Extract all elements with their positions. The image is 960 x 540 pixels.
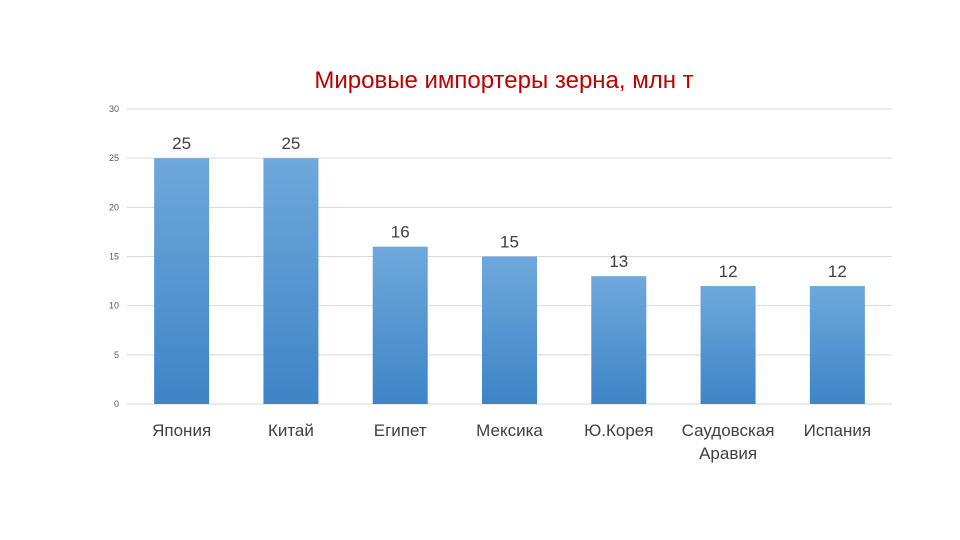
x-tick-label: Ю.Корея bbox=[584, 421, 653, 440]
y-tick-label: 5 bbox=[114, 350, 119, 360]
bar bbox=[591, 276, 647, 404]
y-tick-label: 0 bbox=[114, 399, 119, 409]
x-axis-ticks: Япония Китай Египет Мексика Ю.Корея Саудовска… bbox=[152, 421, 871, 463]
bar bbox=[372, 246, 428, 404]
bar bbox=[809, 286, 865, 404]
x-tick-label: Испания bbox=[804, 421, 871, 440]
x-tick-label-line: Испания bbox=[804, 421, 871, 440]
x-tick-label-line: Япония bbox=[152, 421, 211, 440]
x-tick-label-line: Мексика bbox=[476, 421, 543, 440]
bar bbox=[700, 286, 756, 404]
y-tick-label: 25 bbox=[109, 153, 119, 163]
bar bbox=[263, 158, 319, 404]
x-tick-label-line: Саудовская bbox=[682, 421, 775, 440]
y-tick-label: 30 bbox=[109, 104, 119, 114]
data-label: 13 bbox=[609, 252, 628, 271]
x-tick-label: Япония bbox=[152, 421, 211, 440]
x-tick-label: Саудовская Аравия bbox=[682, 421, 775, 463]
bars bbox=[154, 158, 865, 404]
data-label: 12 bbox=[719, 262, 738, 281]
x-tick-label-line: Китай bbox=[268, 421, 314, 440]
data-label: 25 bbox=[172, 134, 191, 153]
x-tick-label: Китай bbox=[268, 421, 314, 440]
bar bbox=[154, 158, 210, 404]
x-tick-label: Мексика bbox=[476, 421, 543, 440]
data-labels: 25 25 16 15 13 12 12 bbox=[172, 134, 847, 281]
y-tick-label: 20 bbox=[109, 202, 119, 212]
y-tick-label: 10 bbox=[109, 301, 119, 311]
x-tick-label-line: Египет bbox=[374, 421, 427, 440]
x-tick-label-line: Аравия bbox=[699, 444, 757, 463]
data-label: 16 bbox=[391, 223, 410, 242]
chart-title: Мировые импортеры зерна, млн т bbox=[314, 67, 693, 94]
x-tick-label: Египет bbox=[374, 421, 427, 440]
data-label: 25 bbox=[281, 134, 300, 153]
y-tick-label: 15 bbox=[109, 252, 119, 262]
bar bbox=[482, 256, 537, 404]
data-label: 12 bbox=[828, 262, 847, 281]
x-tick-label-line: Ю.Корея bbox=[584, 421, 653, 440]
y-axis-ticks: 0 5 10 15 20 25 30 bbox=[109, 104, 119, 409]
data-label: 15 bbox=[500, 233, 519, 252]
